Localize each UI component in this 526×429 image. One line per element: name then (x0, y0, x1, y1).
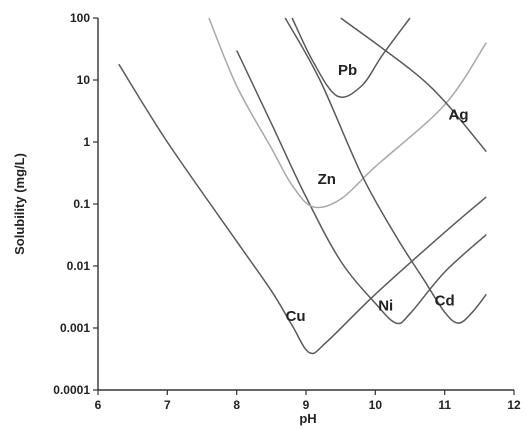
y-tick-label: 1 (83, 135, 90, 149)
y-axis-title: Solubility (mg/L) (12, 153, 27, 255)
x-tick-label: 11 (438, 398, 451, 412)
series-label-cu: Cu (286, 308, 306, 325)
plot-area (97, 18, 514, 391)
x-tick-label: 9 (303, 398, 310, 412)
series-label-ni: Ni (378, 298, 393, 315)
curve-ag (340, 17, 487, 153)
curve-cd (284, 17, 487, 324)
y-ticks-group: 100 10 1 0.1 0.01 0.001 0.0001 (53, 11, 98, 397)
x-tick-label: 6 (95, 398, 102, 412)
curves-group (118, 17, 487, 355)
x-tick-label: 8 (233, 398, 240, 412)
series-label-zn: Zn (318, 171, 336, 188)
x-tick-label: 10 (369, 398, 383, 412)
series-label-ag: Ag (449, 107, 469, 124)
curve-zn (208, 17, 487, 209)
y-tick-label: 100 (70, 11, 90, 25)
metal-labels-group: Pb Ag Zn Cu Ni Cd (286, 62, 469, 325)
series-label-cd: Cd (435, 293, 455, 310)
x-tick-label: 12 (507, 398, 521, 412)
y-tick-label: 0.1 (73, 197, 90, 211)
series-label-pb: Pb (338, 62, 357, 79)
x-ticks-group: 6 7 8 9 10 11 12 (95, 390, 521, 412)
x-tick-label: 7 (164, 398, 171, 412)
curve-pb (291, 17, 411, 98)
y-tick-label: 10 (77, 73, 91, 87)
y-tick-label: 0.01 (67, 259, 91, 273)
curve-ni (236, 50, 487, 325)
x-axis-title: pH (299, 411, 316, 426)
y-tick-label: 0.0001 (53, 383, 90, 397)
y-tick-label: 0.001 (60, 321, 90, 335)
curve-cu (118, 63, 487, 355)
